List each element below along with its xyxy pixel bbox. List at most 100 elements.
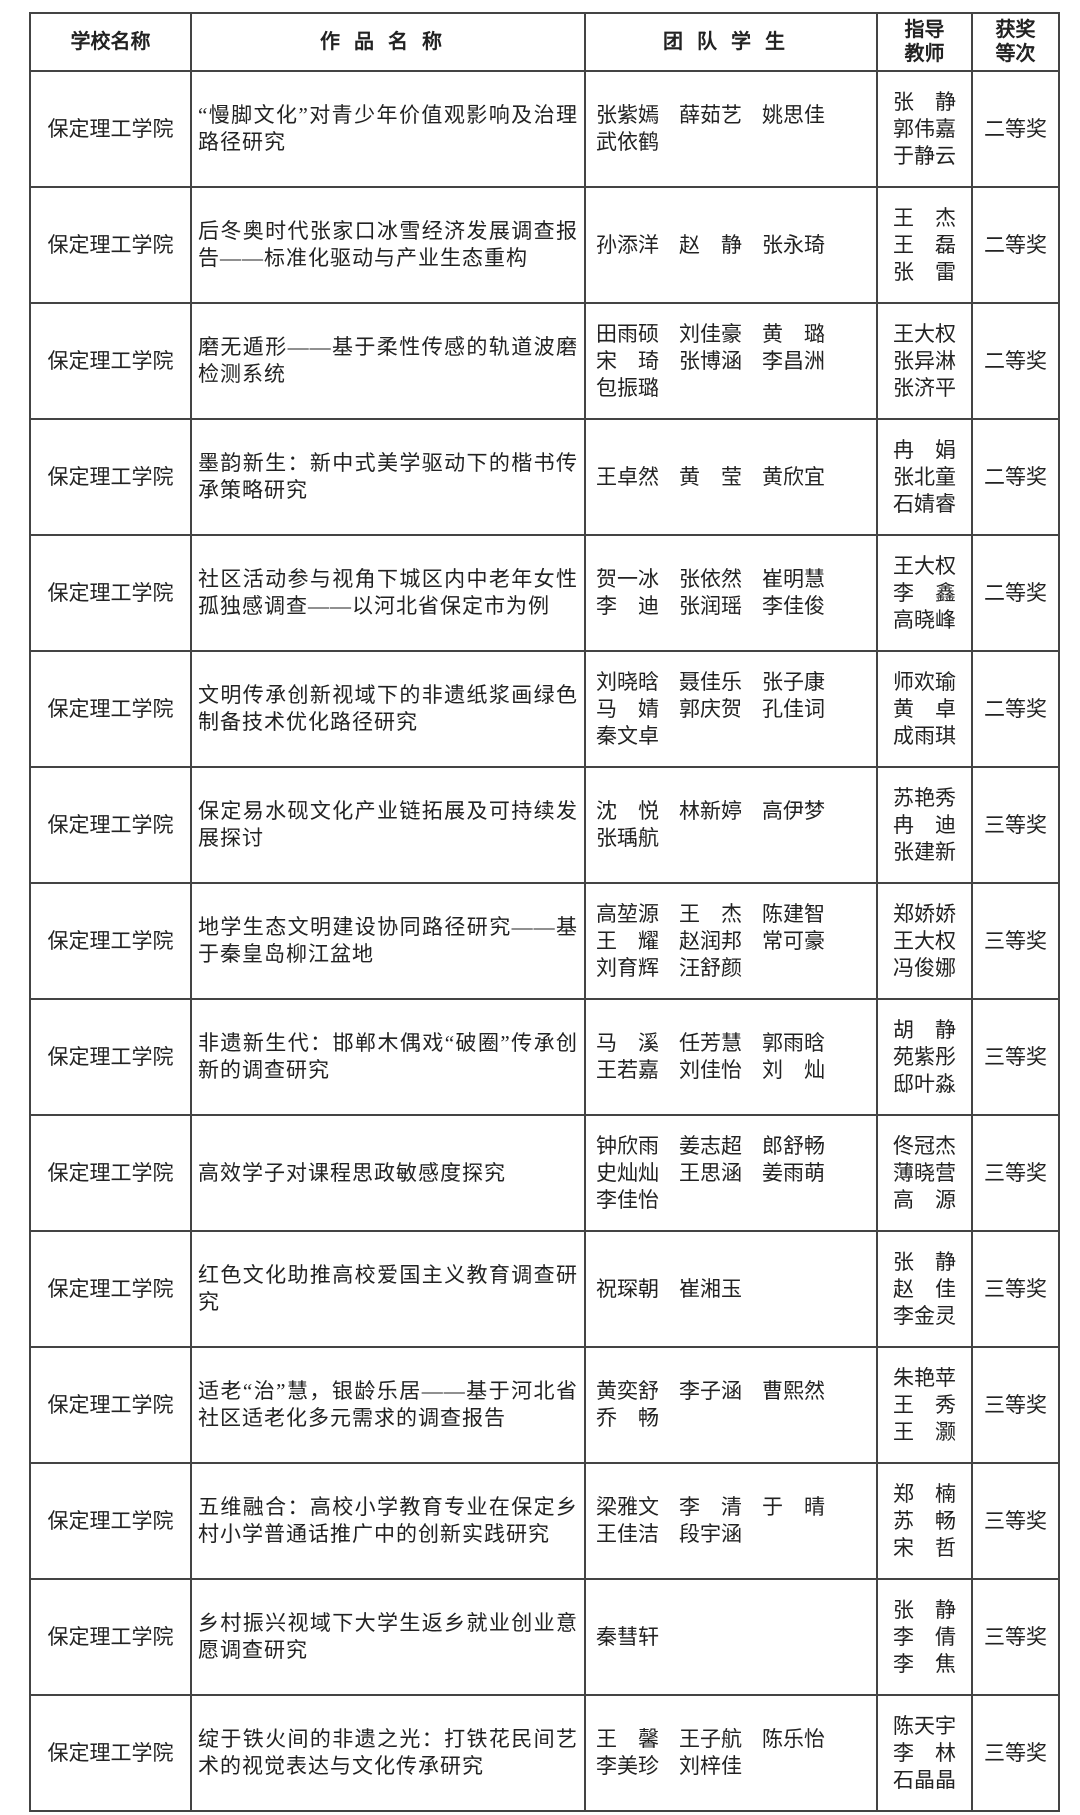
table-body: 保定理工学院 “慢脚文化”对青少年价值观影响及治理路径研究 张紫嫣 薛茹艺 姚思佳 武依鹤… — [29, 70, 1060, 1812]
student-name: 张永琦 — [762, 232, 825, 257]
student-name: 王思涵 — [679, 1160, 742, 1185]
student-name: 张子康 — [762, 669, 825, 694]
award-cell: 二等奖 — [971, 70, 1060, 188]
work-title: 非遗新生代：邯郸木偶戏“破圈”传承创新的调查研究 — [198, 1031, 578, 1082]
work-title: 五维融合：高校小学教育专业在保定乡村小学普通话推广中的创新实践研究 — [198, 1495, 578, 1546]
student-name: 黄璐 — [762, 321, 825, 346]
student-name: 田雨硕 — [596, 321, 659, 346]
title-cell: 乡村振兴视域下大学生返乡就业创业意愿调查研究 — [190, 1578, 586, 1696]
student-name: 刘育辉 — [596, 955, 659, 980]
title-cell: 墨韵新生：新中式美学驱动下的楷书传承策略研究 — [190, 418, 586, 536]
award-cell: 二等奖 — [971, 534, 1060, 652]
student-name: 史灿灿 — [596, 1160, 659, 1185]
teachers-list: 苏艳秀 冉迪 张建新 — [878, 785, 971, 866]
table-row: 保定理工学院 非遗新生代：邯郸木偶戏“破圈”传承创新的调查研究 马溪 任芳慧 郭雨晗 王若… — [29, 998, 1060, 1116]
student-name: 李子涵 — [679, 1379, 742, 1403]
work-title: 地学生态文明建设协同路径研究——基于秦皇岛柳江盆地 — [198, 915, 578, 966]
students-list: 梁雅文 李清 于晴 王佳洁 段宇涵 — [586, 1494, 876, 1548]
awards-table: 学校名称 作品名称 团队学生 指导 教师 获奖 等次 保定理工学院 “慢脚文化”对… — [29, 12, 1060, 1812]
student-name: 王若嘉 — [596, 1058, 659, 1082]
student-name: 李清 — [679, 1495, 742, 1519]
award-cell: 二等奖 — [971, 186, 1060, 304]
title-cell: 后冬奥时代张家口冰雪经济发展调查报告——标准化驱动与产业生态重构 — [190, 186, 586, 304]
teacher-name: 张雷 — [893, 259, 956, 284]
teacher-name: 王磊 — [893, 232, 956, 257]
students-list: 王馨 王子航 陈乐怡 李美珍 刘梓佳 — [586, 1726, 876, 1780]
teachers-cell: 张静 李倩 李焦 — [876, 1578, 973, 1696]
students-cell: 钟欣雨 姜志超 郎舒畅 史灿灿 王思涵 姜雨萌 李佳怡 — [584, 1114, 878, 1232]
student-name: 乔畅 — [596, 1406, 659, 1430]
students-list: 沈悦 林新婷 高伊梦 张瑀航 — [586, 798, 876, 852]
students-list: 祝琛朝 崔湘玉 — [586, 1276, 876, 1303]
student-name: 梁雅文 — [596, 1495, 659, 1519]
teachers-cell: 胡静 苑紫彤 邸叶淼 — [876, 998, 973, 1116]
header-school: 学校名称 — [29, 12, 192, 72]
students-cell: 秦彗轩 — [584, 1578, 878, 1696]
teacher-name: 张静 — [893, 1597, 956, 1622]
teacher-name: 邸叶淼 — [893, 1071, 956, 1096]
table-row: 保定理工学院 地学生态文明建设协同路径研究——基于秦皇岛柳江盆地 高堃源 王杰 陈建智王… — [29, 882, 1060, 1000]
teacher-name: 胡静 — [893, 1017, 956, 1042]
school-cell: 保定理工学院 — [29, 1346, 192, 1464]
teachers-cell: 苏艳秀 冉迪 张建新 — [876, 766, 973, 884]
teachers-cell: 王杰 王磊 张雷 — [876, 186, 973, 304]
students-cell: 马溪 任芳慧 郭雨晗 王若嘉 刘佳怡 刘灿 — [584, 998, 878, 1116]
student-name: 任芳慧 — [679, 1031, 742, 1055]
award-cell: 三等奖 — [971, 1114, 1060, 1232]
student-name: 李佳俊 — [762, 594, 825, 618]
students-cell: 刘晓晗 聂佳乐 张子康 马婧 郭庆贺 孔佳词 秦文卓 — [584, 650, 878, 768]
teacher-name: 郭伟嘉 — [893, 116, 956, 141]
student-name: 王子航 — [679, 1727, 742, 1751]
header-row: 学校名称 作品名称 团队学生 指导 教师 获奖 等次 — [29, 12, 1060, 72]
school-cell: 保定理工学院 — [29, 1462, 192, 1580]
teachers-list: 胡静 苑紫彤 邸叶淼 — [878, 1017, 971, 1098]
students-cell: 田雨硕 刘佳豪 黄璐 宋琦 张博涵 李昌洲 包振璐 — [584, 302, 878, 420]
teachers-list: 王大权 李鑫 高晓峰 — [878, 553, 971, 634]
table-row: 保定理工学院 磨无遁形——基于柔性传感的轨道波磨检测系统 田雨硕 刘佳豪 黄璐 宋琦 张博涵… — [29, 302, 1060, 420]
student-name: 张瑀航 — [596, 826, 659, 850]
title-cell: 保定易水砚文化产业链拓展及可持续发展探讨 — [190, 766, 586, 884]
teacher-name: 张静 — [893, 1249, 956, 1274]
student-name: 崔湘玉 — [679, 1276, 742, 1301]
student-name: 宋琦 — [596, 348, 659, 373]
students-list: 钟欣雨 姜志超 郎舒畅 史灿灿 王思涵 姜雨萌 李佳怡 — [586, 1133, 876, 1214]
school-cell: 保定理工学院 — [29, 1230, 192, 1348]
table-row: 保定理工学院 适老“治”慧，银龄乐居——基于河北省社区适老化多元需求的调查报告 黄奕… — [29, 1346, 1060, 1464]
teacher-name: 苏艳秀 — [893, 785, 956, 810]
students-list: 田雨硕 刘佳豪 黄璐 宋琦 张博涵 李昌洲 包振璐 — [586, 321, 876, 402]
table-row: 保定理工学院 “慢脚文化”对青少年价值观影响及治理路径研究 张紫嫣 薛茹艺 姚思佳 武依鹤… — [29, 70, 1060, 188]
award-cell: 三等奖 — [971, 998, 1060, 1116]
teacher-name: 王大权 — [893, 553, 956, 578]
teacher-name: 佟冠杰 — [893, 1133, 956, 1158]
student-name: 李昌洲 — [762, 348, 825, 373]
student-name: 秦文卓 — [596, 723, 659, 748]
teacher-name: 师欢瑜 — [893, 669, 956, 694]
school-cell: 保定理工学院 — [29, 1114, 192, 1232]
title-cell: 绽于铁火间的非遗之光：打铁花民间艺术的视觉表达与文化传承研究 — [190, 1694, 586, 1812]
student-name: 张博涵 — [679, 348, 742, 373]
student-name: 刘梓佳 — [679, 1754, 742, 1778]
teachers-cell: 郑娇娇 王大权 冯俊娜 — [876, 882, 973, 1000]
school-cell: 保定理工学院 — [29, 882, 192, 1000]
students-cell: 黄奕舒 李子涵 曹熙然 乔畅 — [584, 1346, 878, 1464]
school-cell: 保定理工学院 — [29, 650, 192, 768]
student-name: 刘晓晗 — [596, 669, 659, 694]
student-name: 陈建智 — [762, 901, 825, 926]
teachers-cell: 王大权 李鑫 高晓峰 — [876, 534, 973, 652]
teacher-name: 高源 — [893, 1187, 956, 1212]
student-name: 王杰 — [679, 901, 742, 926]
students-cell: 张紫嫣 薛茹艺 姚思佳 武依鹤 — [584, 70, 878, 188]
teachers-list: 郑娇娇 王大权 冯俊娜 — [878, 901, 971, 982]
header-teachers: 指导 教师 — [876, 12, 973, 72]
student-name: 孔佳词 — [762, 696, 825, 721]
title-cell: 文明传承创新视域下的非遗纸浆画绿色制备技术优化路径研究 — [190, 650, 586, 768]
table-row: 保定理工学院 后冬奥时代张家口冰雪经济发展调查报告——标准化驱动与产业生态重构 孙添… — [29, 186, 1060, 304]
student-name: 高堃源 — [596, 901, 659, 926]
award-cell: 二等奖 — [971, 418, 1060, 536]
school-cell: 保定理工学院 — [29, 418, 192, 536]
student-name: 黄欣宜 — [762, 464, 825, 489]
teachers-list: 张静 赵佳 李金灵 — [878, 1249, 971, 1330]
student-name: 王卓然 — [596, 464, 659, 489]
award-cell: 三等奖 — [971, 1578, 1060, 1696]
student-name: 包振璐 — [596, 375, 659, 400]
